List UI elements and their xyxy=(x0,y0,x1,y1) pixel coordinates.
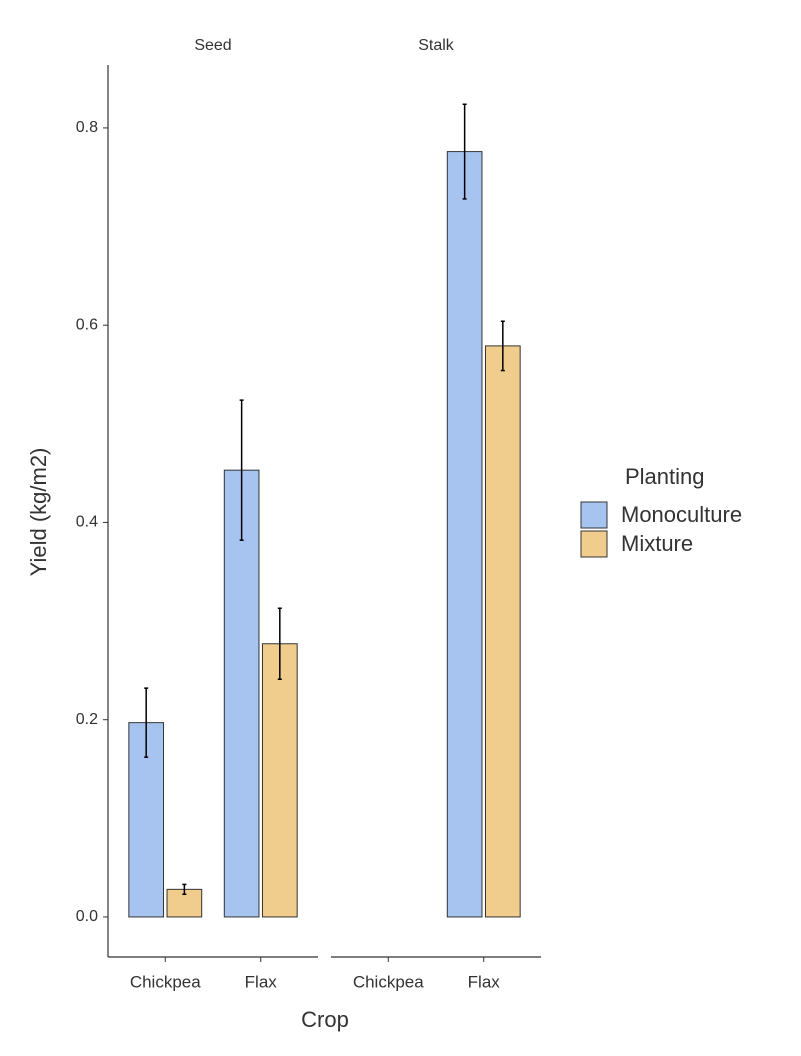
legend-title: Planting xyxy=(625,464,705,489)
legend-key xyxy=(580,501,608,529)
x-tick-label: Chickpea xyxy=(130,972,201,991)
y-tick-label: 0.2 xyxy=(76,711,98,728)
y-tick-label: 0.4 xyxy=(76,514,98,531)
error-bar xyxy=(462,103,467,200)
error-bar xyxy=(182,883,187,896)
error-bar xyxy=(239,399,244,541)
bar xyxy=(446,151,483,918)
legend-label: Monoculture xyxy=(621,502,742,527)
error-bar xyxy=(277,607,282,681)
panel-title: Stalk xyxy=(418,37,455,54)
x-tick-label: Flax xyxy=(245,972,278,991)
y-axis-title: Yield (kg/m2) xyxy=(26,448,51,577)
bar xyxy=(484,345,521,918)
y-tick-label: 0.0 xyxy=(76,908,98,925)
legend-key xyxy=(580,530,608,558)
bar xyxy=(261,643,298,918)
x-tick-label: Chickpea xyxy=(353,972,424,991)
y-tick-label: 0.8 xyxy=(76,119,98,136)
error-bar xyxy=(144,687,149,758)
legend-label: Mixture xyxy=(621,531,693,556)
x-tick-label: Flax xyxy=(468,972,501,991)
error-bar xyxy=(500,320,505,372)
panel-title: Seed xyxy=(194,37,231,54)
y-tick-label: 0.6 xyxy=(76,316,98,333)
bar xyxy=(223,469,260,918)
x-axis-title: Crop xyxy=(301,1007,349,1032)
